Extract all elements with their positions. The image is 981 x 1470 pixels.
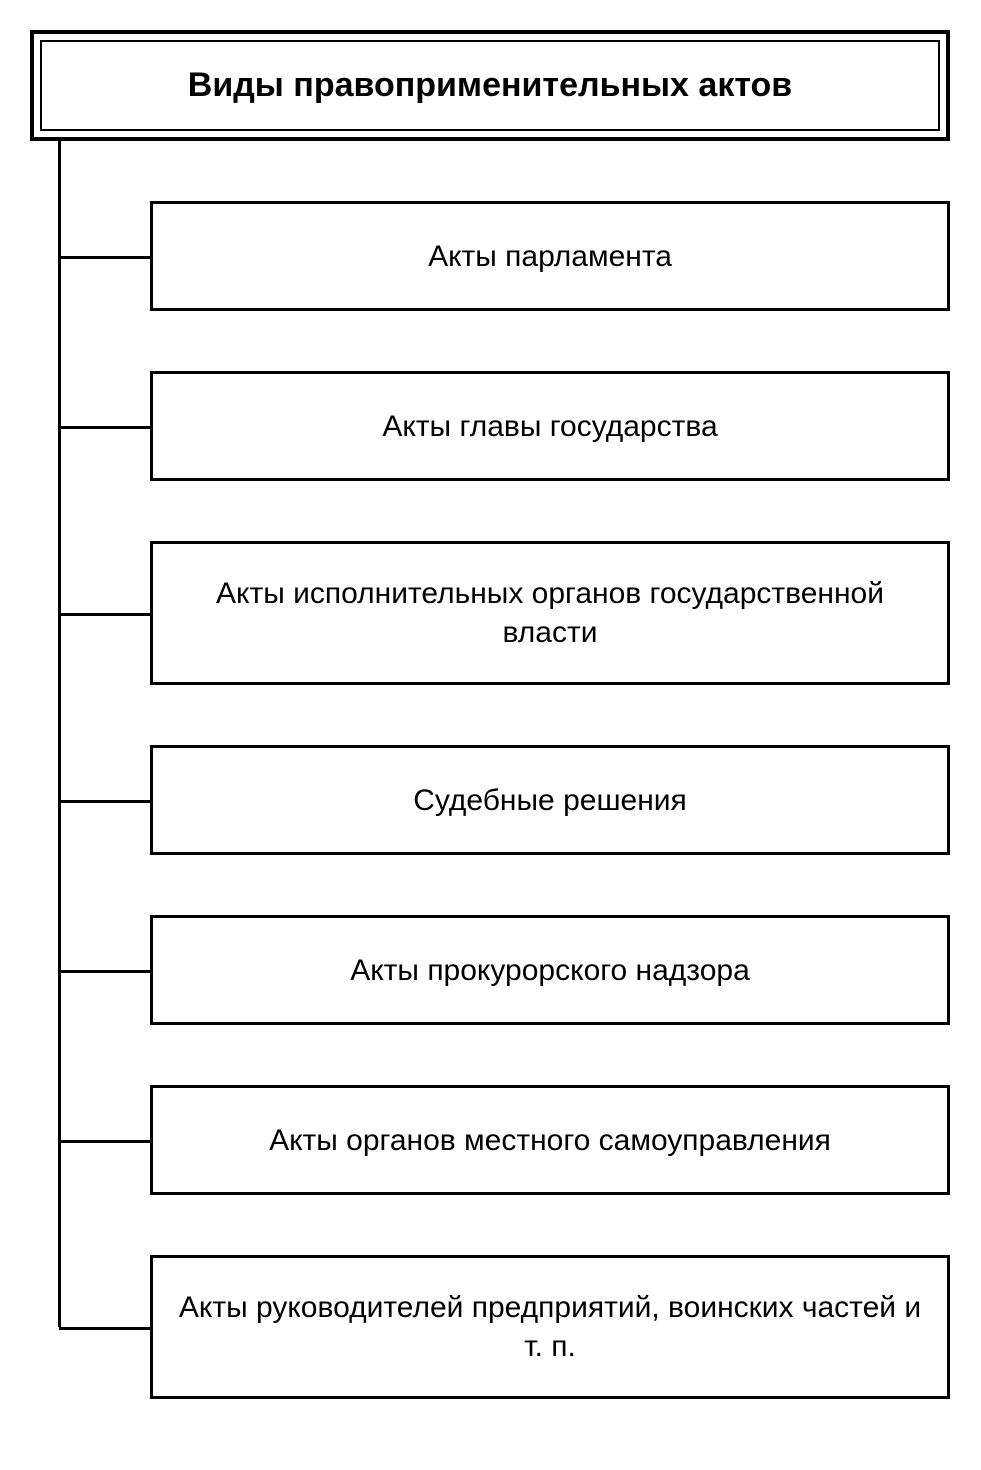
tree-item-row: Акты органов местного самоуправления [150, 1085, 950, 1195]
diagram-header-inner: Виды правоприменительных актов [40, 40, 940, 131]
tree-item-box: Акты прокурорского надзора [150, 915, 950, 1025]
tree-item-row: Акты прокурорского надзора [150, 915, 950, 1025]
diagram-title: Виды правоприменительных актов [62, 66, 918, 105]
tree-item-label: Акты органов местного самоуправления [269, 1121, 831, 1160]
tree-branch-line [59, 970, 150, 973]
tree-branch-line [59, 1140, 150, 1143]
tree-branch-line [59, 426, 150, 429]
tree-item-label: Акты руководителей предприятий, воинских… [173, 1288, 927, 1366]
tree-branch-line [59, 256, 150, 259]
tree-item-box: Акты главы государства [150, 371, 950, 481]
tree-item-row: Акты руководителей предприятий, воинских… [150, 1255, 950, 1399]
tree-item-label: Акты прокурорского надзора [350, 951, 750, 990]
tree-branch-line [59, 800, 150, 803]
tree-branch-line [59, 613, 150, 616]
tree-item-row: Судебные решения [150, 745, 950, 855]
tree-item-label: Акты парламента [428, 237, 672, 276]
tree-items: Акты парламента Акты главы государства А… [30, 141, 950, 1399]
tree-item-row: Акты главы государства [150, 371, 950, 481]
tree-item-box: Акты руководителей предприятий, воинских… [150, 1255, 950, 1399]
tree-item-label: Акты главы государства [382, 407, 717, 446]
tree-item-box: Акты парламента [150, 201, 950, 311]
tree-item-row: Акты исполнительных органов государствен… [150, 541, 950, 685]
hierarchy-diagram: Виды правоприменительных актов Акты парл… [30, 30, 950, 1399]
tree-item-box: Акты органов местного самоуправления [150, 1085, 950, 1195]
tree-item-box: Акты исполнительных органов государствен… [150, 541, 950, 685]
tree-item-label: Судебные решения [413, 781, 687, 820]
tree-item-label: Акты исполнительных органов государствен… [173, 574, 927, 652]
tree-item-box: Судебные решения [150, 745, 950, 855]
tree-trunk-line [58, 141, 61, 1327]
tree-branch-line [59, 1327, 150, 1330]
diagram-header-outer: Виды правоприменительных актов [30, 30, 950, 141]
tree-item-row: Акты парламента [150, 201, 950, 311]
tree-container: Акты парламента Акты главы государства А… [30, 141, 950, 1399]
